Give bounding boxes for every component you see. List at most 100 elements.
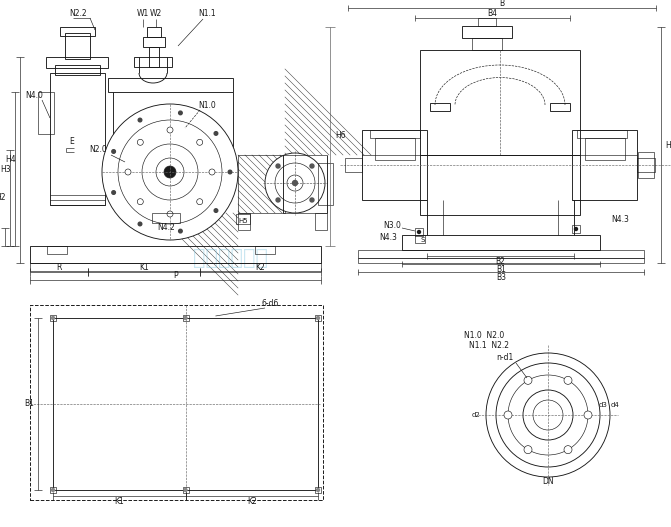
Circle shape <box>310 164 314 168</box>
Text: H6: H6 <box>665 141 671 150</box>
Bar <box>152 213 180 223</box>
Bar <box>65 33 90 59</box>
Bar <box>375 138 415 160</box>
Bar <box>38 92 54 134</box>
Bar <box>147 27 161 37</box>
Bar <box>345 158 362 172</box>
Circle shape <box>417 230 421 233</box>
Circle shape <box>317 489 319 492</box>
Circle shape <box>310 198 314 202</box>
Bar <box>236 214 250 224</box>
Bar <box>415 228 423 236</box>
Bar <box>420 155 580 215</box>
Text: N4.3: N4.3 <box>611 216 629 225</box>
Text: W2: W2 <box>150 9 162 18</box>
Bar <box>362 130 427 200</box>
Text: N1.1  N2.2: N1.1 N2.2 <box>469 341 509 350</box>
Text: DN: DN <box>542 477 554 486</box>
Circle shape <box>508 375 588 455</box>
Text: N1.0  N2.0: N1.0 N2.0 <box>464 330 504 339</box>
Text: d3: d3 <box>599 402 607 408</box>
Text: d4: d4 <box>611 402 619 408</box>
Bar <box>572 130 637 200</box>
Text: W1: W1 <box>137 9 149 18</box>
Circle shape <box>118 120 222 224</box>
Bar <box>550 103 570 111</box>
Text: K2: K2 <box>256 264 265 272</box>
Text: H4: H4 <box>5 155 16 164</box>
Circle shape <box>167 211 173 217</box>
Text: H6: H6 <box>335 132 346 141</box>
Text: N4.2: N4.2 <box>157 222 175 231</box>
Circle shape <box>275 163 315 203</box>
Text: 6-d6: 6-d6 <box>261 299 278 308</box>
Circle shape <box>214 132 218 135</box>
Text: n-d1: n-d1 <box>497 354 513 363</box>
Circle shape <box>197 139 203 145</box>
Circle shape <box>178 229 183 233</box>
Bar <box>60 27 95 36</box>
Circle shape <box>524 446 532 454</box>
Circle shape <box>228 170 231 174</box>
Circle shape <box>504 411 512 419</box>
Circle shape <box>112 191 115 194</box>
Bar <box>47 246 67 254</box>
Circle shape <box>486 353 610 477</box>
Bar <box>255 246 275 254</box>
Text: N4.0: N4.0 <box>25 91 43 100</box>
Circle shape <box>167 127 173 133</box>
Circle shape <box>524 376 532 384</box>
Circle shape <box>184 317 187 319</box>
Text: H3: H3 <box>1 164 11 173</box>
Bar <box>50 487 56 493</box>
Text: B1: B1 <box>496 265 506 274</box>
Bar <box>478 18 496 26</box>
Circle shape <box>564 376 572 384</box>
Bar <box>577 130 627 138</box>
Bar <box>238 213 250 230</box>
Circle shape <box>142 144 198 200</box>
Text: K1: K1 <box>114 496 124 505</box>
Bar <box>315 315 321 321</box>
Circle shape <box>209 169 215 175</box>
Circle shape <box>138 222 142 226</box>
Bar <box>30 263 321 271</box>
Bar <box>420 50 580 155</box>
Bar <box>402 235 600 250</box>
Circle shape <box>184 489 187 492</box>
Circle shape <box>197 199 203 204</box>
Bar <box>46 57 108 68</box>
Bar <box>638 152 654 178</box>
Text: K2: K2 <box>247 496 256 505</box>
Bar <box>134 57 172 67</box>
Bar <box>30 305 323 500</box>
Text: S: S <box>421 237 425 243</box>
Circle shape <box>287 175 303 191</box>
Text: N4.3: N4.3 <box>379 232 397 241</box>
Text: B: B <box>499 0 505 8</box>
Text: B1: B1 <box>24 399 34 408</box>
Text: B2: B2 <box>496 257 505 266</box>
Text: N2.2: N2.2 <box>69 9 87 18</box>
Circle shape <box>52 317 54 319</box>
Circle shape <box>138 199 144 204</box>
Text: N1.0: N1.0 <box>198 101 216 110</box>
Bar <box>130 200 215 214</box>
Circle shape <box>178 111 183 115</box>
Circle shape <box>523 390 573 440</box>
Text: H2: H2 <box>0 193 6 202</box>
Circle shape <box>138 118 142 122</box>
Circle shape <box>52 489 54 492</box>
Bar <box>149 47 159 67</box>
Circle shape <box>584 411 592 419</box>
Text: B3: B3 <box>496 272 506 281</box>
Bar <box>585 138 625 160</box>
Circle shape <box>533 400 563 430</box>
Circle shape <box>112 150 115 153</box>
Text: E: E <box>70 138 74 147</box>
Bar <box>370 130 420 138</box>
Bar <box>415 235 425 243</box>
Bar <box>53 318 318 490</box>
Circle shape <box>564 446 572 454</box>
Circle shape <box>138 139 144 145</box>
